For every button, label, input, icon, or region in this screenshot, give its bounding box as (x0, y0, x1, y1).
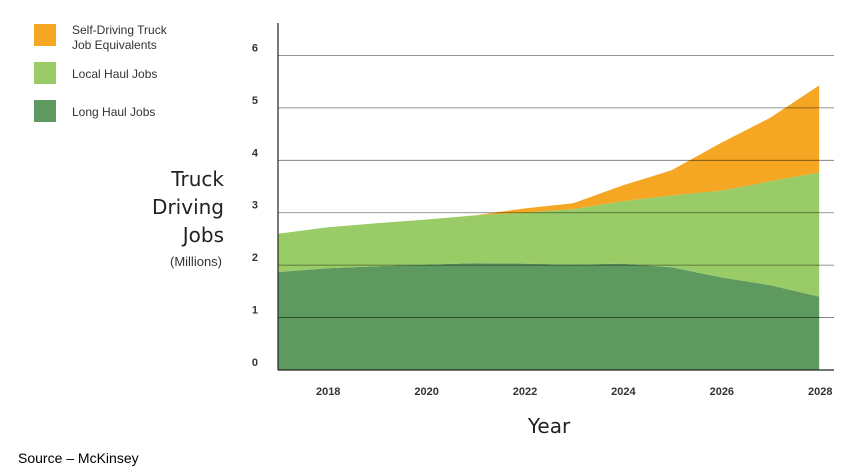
legend-swatch-1 (34, 62, 56, 84)
legend-label-2-line-0: Self-Driving Truck (72, 23, 168, 37)
gridlines (278, 55, 834, 318)
x-tick-label-2024: 2024 (611, 386, 636, 398)
y-tick-label-0: 0 (252, 357, 258, 369)
area-series-2 (278, 85, 820, 234)
y-axis-label-line-1: Driving (152, 195, 224, 219)
area-series-0 (278, 263, 820, 370)
x-axis-label: Year (527, 414, 571, 438)
y-tick-label-4: 4 (252, 147, 259, 159)
y-tick-label-2: 2 (252, 252, 258, 264)
x-tick-labels: 2018 2020 2022 2024 2026 2028 (316, 386, 833, 398)
y-axis-label-line-0: Truck (170, 167, 224, 191)
y-tick-labels: 0 1 2 3 4 5 6 (252, 42, 259, 369)
x-tick-label-2026: 2026 (710, 386, 734, 398)
y-axis-unit: (Millions) (170, 254, 222, 269)
legend-label-1: Local Haul Jobs (72, 67, 157, 81)
y-tick-label-5: 5 (252, 95, 258, 107)
x-tick-label-2028: 2028 (808, 386, 832, 398)
y-tick-label-1: 1 (252, 305, 258, 317)
stacked-area-chart: 0 1 2 3 4 5 6 2018 2020 2022 2024 2026 2028 Self-Dr… (34, 23, 834, 438)
legend-label-0: Long Haul Jobs (72, 105, 155, 119)
y-axis-label: Truck Driving Jobs (Millions) (152, 167, 224, 269)
y-axis-label-line-2: Jobs (181, 223, 224, 247)
x-axis-label-text: Year (527, 414, 571, 438)
x-tick-label-2020: 2020 (414, 386, 438, 398)
x-tick-label-2022: 2022 (513, 386, 537, 398)
x-tick-label-2018: 2018 (316, 386, 340, 398)
axes (277, 23, 834, 371)
source-note: Source – McKinsey (18, 450, 139, 466)
y-tick-label-3: 3 (252, 200, 258, 212)
legend-swatch-0 (34, 100, 56, 122)
y-tick-label-6: 6 (252, 42, 258, 54)
area-series-group (278, 85, 820, 370)
legend-label-2-line-1: Job Equivalents (72, 38, 157, 52)
legend-swatch-2 (34, 24, 56, 46)
